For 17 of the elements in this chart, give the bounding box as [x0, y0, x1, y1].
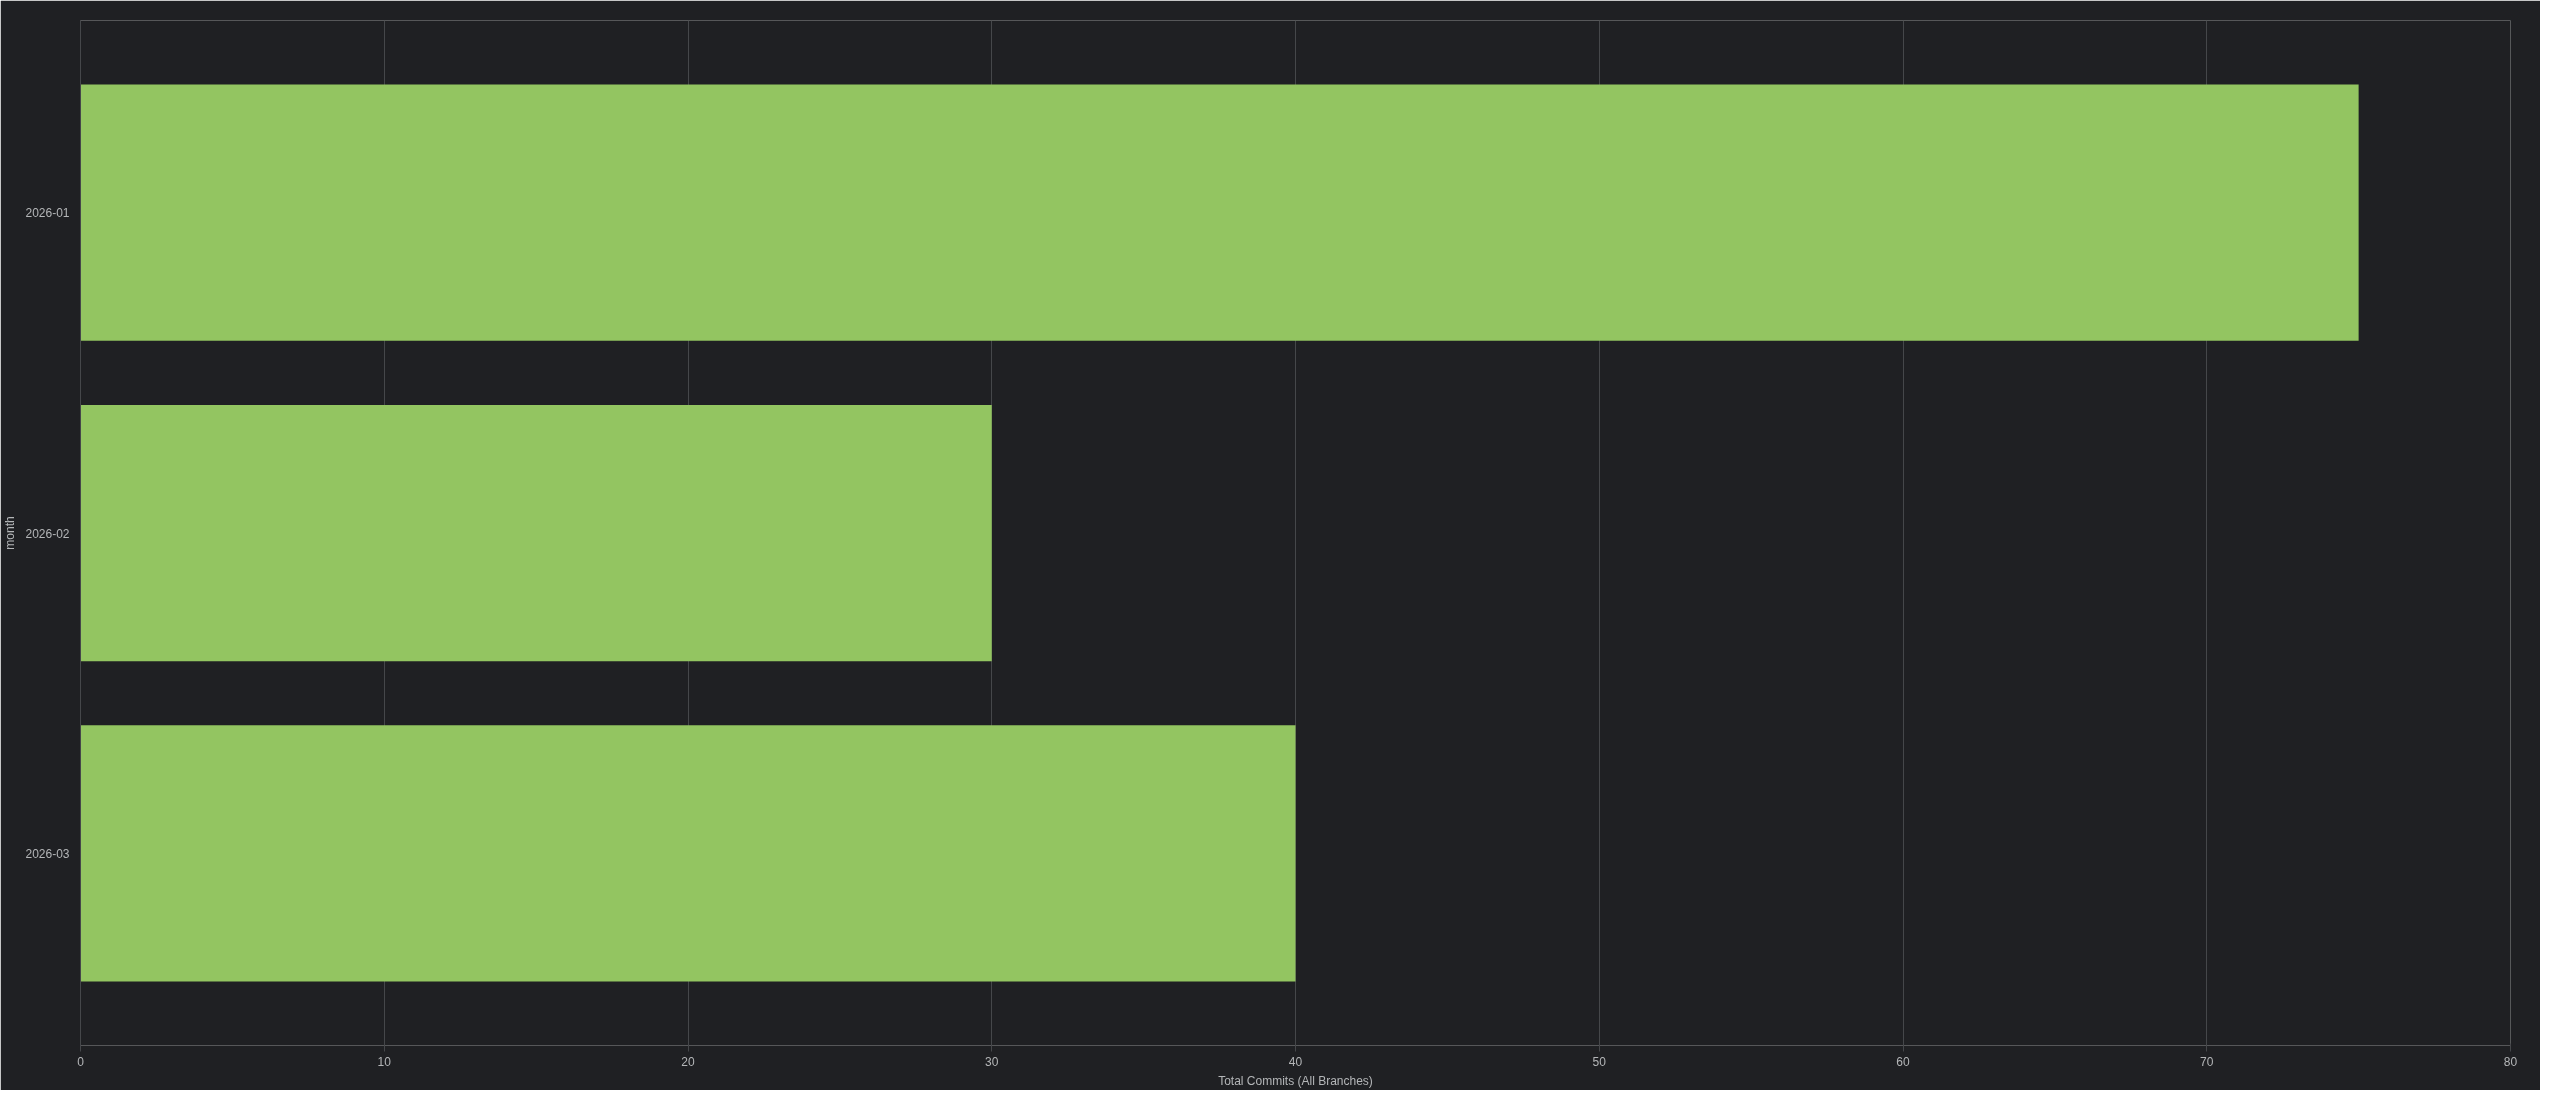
x-tick-label: 50 [1592, 1054, 1607, 1069]
x-tick-label: 0 [77, 1054, 85, 1069]
x-axis-title: Total Commits (All Branches) [1218, 1073, 1373, 1088]
x-tick-label: 40 [1288, 1054, 1303, 1069]
y-tick-label: 2026-03 [25, 846, 70, 861]
x-tick-label: 70 [2200, 1054, 2214, 1069]
x-tick-label: 20 [681, 1054, 695, 1069]
y-tick-label: 2026-01 [25, 206, 70, 221]
y-axis-title: month [3, 516, 18, 550]
bar [80, 725, 1296, 982]
bar [80, 404, 992, 662]
bar [80, 84, 2359, 341]
y-tick-label: 2026-02 [25, 526, 70, 541]
x-tick-label: 80 [2503, 1054, 2518, 1069]
x-tick-label: 60 [1896, 1054, 1910, 1069]
x-tick-label: 30 [985, 1054, 999, 1069]
x-tick-label: 10 [377, 1054, 392, 1069]
